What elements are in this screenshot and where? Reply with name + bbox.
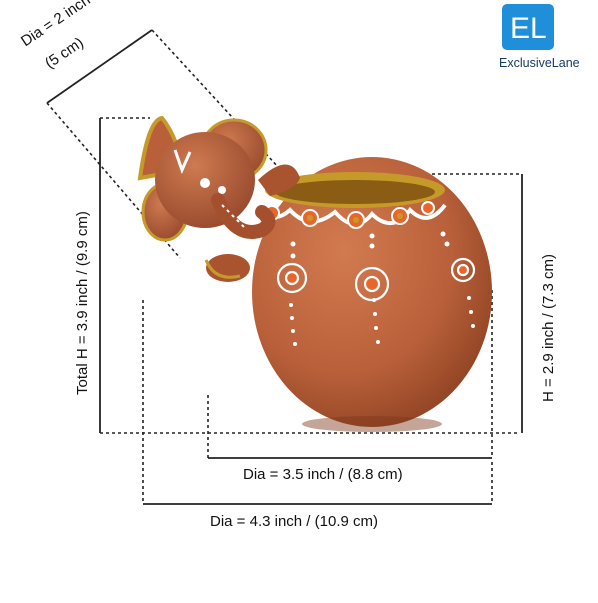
ganesha-figure	[137, 115, 300, 282]
base-diameter-label: Dia = 3.5 inch / (8.8 cm)	[243, 466, 403, 483]
brand-logo: EL ExclusiveLane	[499, 4, 597, 76]
total-height-label: Total H = 3.9 inch / (9.9 cm)	[74, 211, 91, 395]
sun-flowers	[276, 257, 476, 302]
dot-patterns	[289, 231, 475, 346]
clay-pot	[252, 157, 492, 432]
scallop-border	[253, 199, 447, 229]
pot-height-label: H = 2.9 inch / (7.3 cm)	[540, 254, 557, 402]
overall-diameter-label: Dia = 4.3 inch / (10.9 cm)	[210, 513, 378, 530]
brand-name: ExclusiveLane	[499, 56, 580, 70]
logo-letters: EL	[510, 12, 547, 45]
logo-mark-icon: EL	[502, 4, 554, 50]
